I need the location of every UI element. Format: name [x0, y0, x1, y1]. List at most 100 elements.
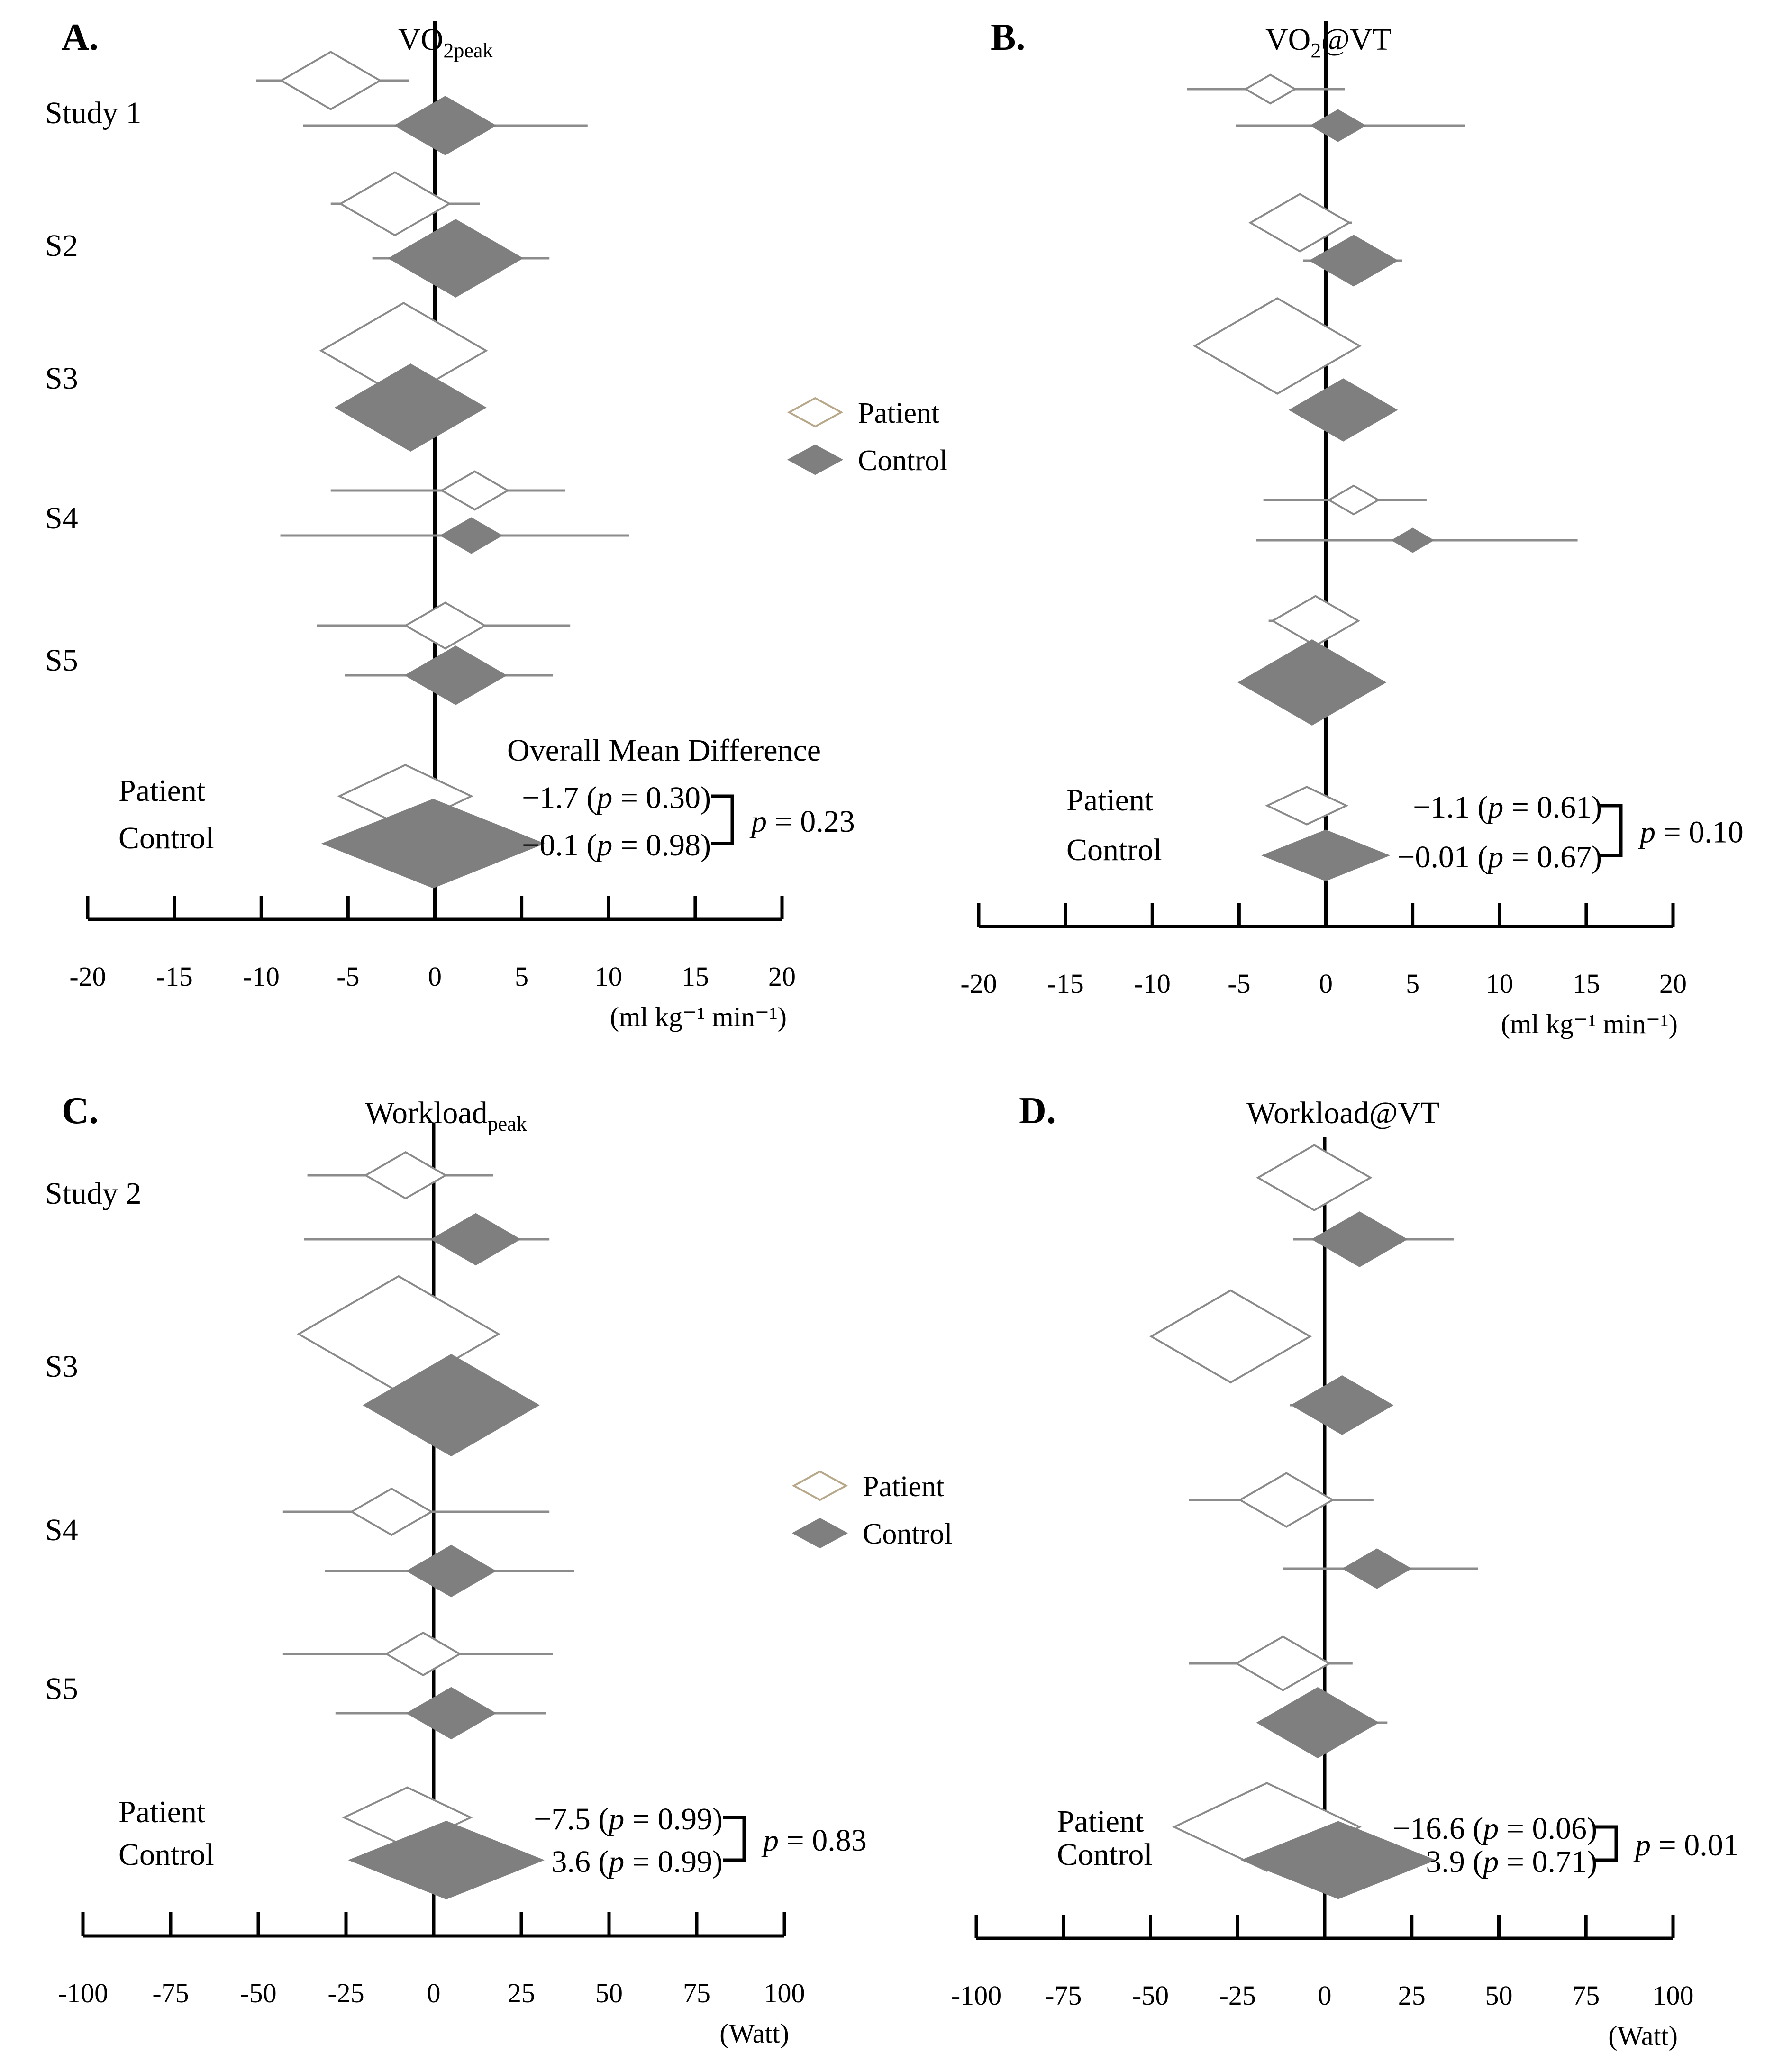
x-axis-unit-label: (Watt)	[719, 2018, 789, 2049]
overall-patient-label: Patient	[1057, 1804, 1144, 1839]
control-estimate-diamond	[1391, 527, 1435, 553]
overall-value-part: p	[607, 1844, 624, 1879]
patient-estimate-diamond	[319, 301, 488, 400]
legend-control-diamond	[787, 444, 844, 475]
overall-comparison-bracket	[1595, 1825, 1618, 1862]
overall-control-label: Control	[1066, 833, 1162, 867]
overall-value-part: −0.01 (	[1397, 840, 1488, 874]
row-label: S3	[45, 1349, 78, 1384]
legend-control-diamond	[791, 1517, 848, 1549]
overall-value-part: = 0.99)	[624, 1844, 723, 1879]
control-estimate-diamond	[430, 1213, 521, 1266]
legend: Patient Control	[791, 1470, 952, 1550]
overall-value-part: p	[595, 828, 612, 863]
control-estimate-diamond	[388, 219, 524, 298]
patient-estimate-diamond	[1238, 1472, 1335, 1528]
patient-estimate-diamond	[1256, 1144, 1373, 1212]
panel-D: D. Workload@VT -100 -75 -50 -25 0 25 50 75 100 (Wat…	[951, 1090, 1739, 2051]
overall-value-part: = 0.67)	[1503, 840, 1602, 874]
control-estimate-diamond	[1291, 1375, 1394, 1435]
control-estimate-diamond	[404, 645, 507, 705]
p-value: = 0.10	[1656, 815, 1744, 850]
p-value: = 0.83	[779, 1823, 867, 1858]
row-label: S2	[45, 228, 78, 263]
panel-A: A. VO2peak -20 -15 -10 -5 0 5 10 15 20 (ml kg⁻¹ min…	[45, 17, 947, 1032]
control-estimate-diamond	[394, 96, 497, 155]
panel-title: VO2@VT	[1265, 22, 1392, 62]
legend-patient-diamond	[787, 397, 844, 428]
x-tick-label: 20	[1659, 968, 1687, 999]
legend-patient-label: Patient	[863, 1471, 944, 1503]
overall-control-label: Control	[118, 1837, 214, 1872]
x-tick-label: 100	[1653, 1980, 1694, 2011]
overall-patient-diamond	[1172, 1782, 1362, 1872]
panel-label: D.	[1019, 1090, 1056, 1132]
x-tick-label: 100	[764, 1978, 805, 2008]
patient-estimate-diamond	[440, 470, 510, 511]
p-symbol: p	[1633, 1828, 1651, 1862]
patient-estimate-diamond	[1235, 1635, 1331, 1691]
control-estimate-diamond	[1342, 1548, 1412, 1589]
overall-patient-value: −1.1 (p = 0.61)	[1413, 790, 1602, 825]
panel-title-main: Workload@VT	[1246, 1096, 1439, 1130]
overall-value-part: = 0.30)	[612, 781, 711, 815]
patient-estimate-diamond	[364, 1151, 448, 1200]
overall-control-label: Control	[1057, 1837, 1153, 1872]
overall-comparison-bracket	[723, 1816, 746, 1862]
overall-value-part: = 0.98)	[612, 828, 711, 863]
x-tick-label: 25	[1398, 1980, 1426, 2011]
panel-title-subscript: 2peak	[443, 39, 493, 62]
x-tick-label: 25	[508, 1978, 535, 2008]
overall-value-part: 3.9 (	[1426, 1844, 1483, 1879]
control-estimate-diamond	[1288, 378, 1398, 442]
overall-comparison-p: p = 0.01	[1633, 1828, 1739, 1862]
p-symbol: p	[1638, 815, 1656, 850]
x-tick-label: 75	[683, 1978, 710, 2008]
x-tick-label: -5	[1228, 968, 1250, 999]
overall-control-label: Control	[118, 821, 214, 855]
legend-patient-diamond	[791, 1470, 848, 1501]
patient-estimate-diamond	[1149, 1289, 1312, 1384]
overall-patient-value: −7.5 (p = 0.99)	[534, 1802, 723, 1836]
panel-label: B.	[991, 17, 1025, 58]
patient-estimate-diamond	[1192, 297, 1362, 395]
patient-estimate-diamond	[279, 51, 382, 110]
row-label: Study 1	[45, 96, 142, 130]
control-estimate-diamond	[1310, 109, 1366, 142]
overall-value-part: p	[1481, 1844, 1499, 1879]
control-estimate-diamond	[439, 517, 503, 554]
x-tick-label: -5	[337, 961, 359, 992]
control-estimate-diamond	[1309, 235, 1399, 287]
panel-C: C. Workloadpeak -100 -75 -50 -25 0 25 50 75 100 (Wa…	[45, 1090, 952, 2049]
x-tick-label: -75	[1045, 1980, 1082, 2011]
x-tick-label: 15	[682, 961, 709, 992]
x-tick-label: 0	[1319, 968, 1333, 999]
x-tick-label: -100	[58, 1978, 108, 2008]
panel-title-main: Workload	[365, 1096, 488, 1130]
row-label: S5	[45, 643, 78, 678]
overall-patient-value: −16.6 (p = 0.06)	[1392, 1811, 1597, 1846]
patient-estimate-diamond	[1271, 595, 1360, 647]
overall-value-part: 3.6 (	[551, 1844, 609, 1879]
legend-control-label: Control	[858, 445, 947, 477]
control-estimate-diamond	[406, 1544, 497, 1598]
overall-value-part: p	[1486, 790, 1503, 825]
panel-title-main: VO	[398, 22, 443, 57]
row-label: S3	[45, 361, 78, 396]
overall-value-part: p	[1481, 1811, 1499, 1846]
overall-patient-label: Patient	[118, 773, 205, 808]
x-tick-label: 20	[768, 961, 796, 992]
panel-title-subscript: peak	[488, 1112, 527, 1135]
patient-estimate-diamond	[338, 171, 452, 236]
overall-control-value: −0.01 (p = 0.67)	[1397, 840, 1602, 874]
panel-title-main: VO	[1265, 22, 1310, 57]
overall-patient-value: −1.7 (p = 0.30)	[522, 781, 711, 815]
overall-value-part: = 0.99)	[624, 1802, 723, 1836]
control-estimate-diamond	[334, 363, 487, 452]
legend-control-label: Control	[863, 1518, 952, 1550]
control-estimate-diamond	[1237, 639, 1387, 726]
patient-estimate-diamond	[349, 1487, 434, 1536]
overall-value-part: = 0.71)	[1499, 1844, 1597, 1879]
